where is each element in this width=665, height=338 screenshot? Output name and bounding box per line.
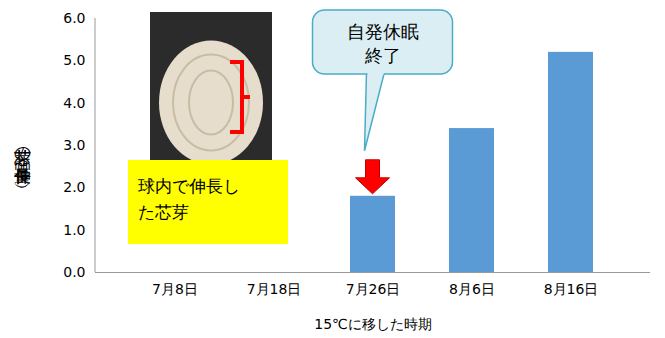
svg-text:自発休眠: 自発休眠: [347, 21, 419, 42]
svg-text:3.0: 3.0: [63, 137, 85, 153]
svg-text:2.0: 2.0: [63, 179, 85, 195]
svg-text:7月18日: 7月18日: [247, 281, 302, 297]
svg-text:4.0: 4.0: [63, 95, 85, 111]
svg-text:5.0: 5.0: [63, 52, 85, 68]
svg-text:15℃に移した時期: 15℃に移した時期: [314, 316, 432, 332]
svg-text:8月6日: 8月6日: [449, 281, 495, 297]
svg-text:6.0: 6.0: [63, 10, 85, 26]
svg-text:7月8日: 7月8日: [152, 281, 198, 297]
svg-text:7月26日: 7月26日: [346, 281, 401, 297]
svg-text:1.0: 1.0: [63, 222, 85, 238]
html-text:芯芽の伸長量（㎜）: 芯芽の伸長量（㎜）: [13, 135, 33, 172]
svg-text:球内で伸長し: 球内で伸長し: [138, 176, 240, 196]
svg-text:0.0: 0.0: [63, 264, 85, 280]
svg-text:た芯芽: た芯芽: [138, 202, 189, 222]
svg-text:終了: 終了: [364, 45, 401, 66]
svg-text:8月16日: 8月16日: [544, 281, 599, 297]
